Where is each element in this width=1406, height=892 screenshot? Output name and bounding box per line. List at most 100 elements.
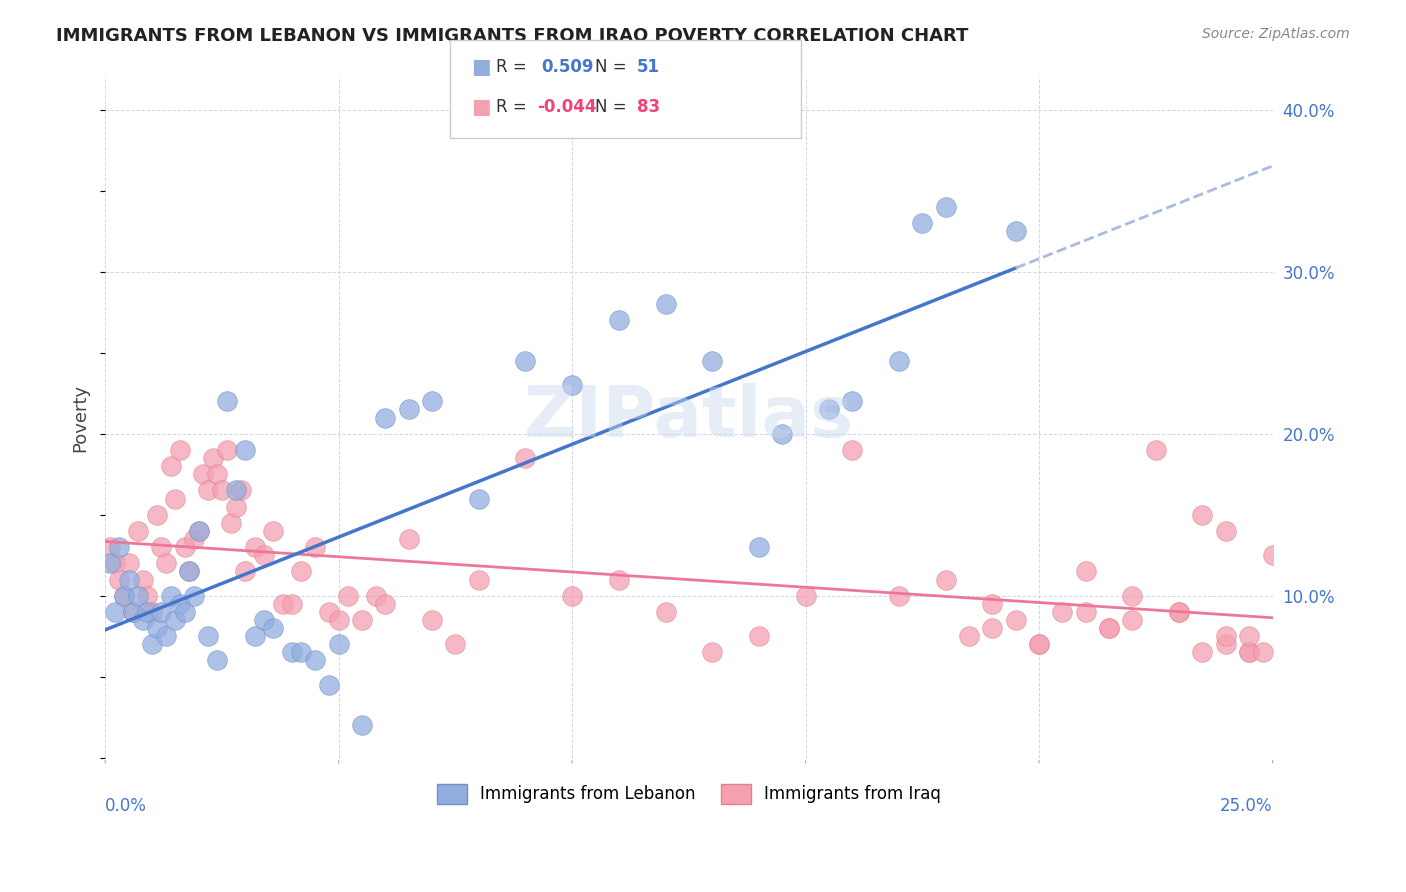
Point — [145, 508, 167, 522]
Point — [155, 629, 177, 643]
Text: IMMIGRANTS FROM LEBANON VS IMMIGRANTS FROM IRAQ POVERTY CORRELATION CHART: IMMIGRANTS FROM LEBANON VS IMMIGRANTS FR… — [56, 27, 969, 45]
Text: Source: ZipAtlas.com: Source: ZipAtlas.com — [1202, 27, 1350, 41]
Point — [1215, 637, 1237, 651]
Point — [607, 313, 630, 327]
Point — [318, 605, 340, 619]
Point — [141, 637, 163, 651]
Point — [1121, 613, 1143, 627]
Point — [702, 645, 724, 659]
Point — [187, 524, 209, 538]
Point — [1237, 645, 1260, 659]
Point — [225, 500, 247, 514]
Point — [108, 573, 131, 587]
Point — [1168, 605, 1191, 619]
Point — [1052, 605, 1074, 619]
Point — [122, 605, 145, 619]
Point — [794, 589, 817, 603]
Point — [243, 540, 266, 554]
Point — [1237, 645, 1260, 659]
Point — [136, 605, 159, 619]
Point — [337, 589, 360, 603]
Text: ■: ■ — [471, 57, 491, 77]
Point — [515, 354, 537, 368]
Point — [233, 442, 256, 457]
Point — [150, 540, 173, 554]
Text: ZIPatlas: ZIPatlas — [524, 383, 853, 452]
Point — [328, 637, 350, 651]
Point — [179, 565, 201, 579]
Point — [197, 629, 219, 643]
Point — [173, 605, 195, 619]
Point — [211, 483, 233, 498]
Point — [1144, 442, 1167, 457]
Point — [165, 613, 187, 627]
Point — [981, 597, 1004, 611]
Text: 0.509: 0.509 — [541, 58, 593, 76]
Point — [112, 589, 135, 603]
Point — [159, 459, 181, 474]
Point — [183, 532, 205, 546]
Text: R =: R = — [496, 98, 533, 116]
Point — [281, 645, 304, 659]
Point — [1121, 589, 1143, 603]
Point — [136, 589, 159, 603]
Point — [169, 597, 191, 611]
Point — [841, 394, 863, 409]
Point — [207, 467, 229, 482]
Point — [1074, 605, 1097, 619]
Point — [131, 613, 153, 627]
Point — [770, 426, 793, 441]
Y-axis label: Poverty: Poverty — [72, 384, 89, 451]
Point — [290, 645, 312, 659]
Text: -0.044: -0.044 — [537, 98, 596, 116]
Point — [398, 532, 420, 546]
Point — [887, 354, 910, 368]
Point — [607, 573, 630, 587]
Point — [215, 394, 238, 409]
Point — [304, 540, 326, 554]
Point — [748, 629, 770, 643]
Text: ■: ■ — [471, 97, 491, 117]
Point — [201, 451, 224, 466]
Point — [444, 637, 467, 651]
Point — [150, 605, 173, 619]
Point — [197, 483, 219, 498]
Point — [103, 605, 125, 619]
Point — [350, 718, 373, 732]
Text: 51: 51 — [637, 58, 659, 76]
Legend: Immigrants from Lebanon, Immigrants from Iraq: Immigrants from Lebanon, Immigrants from… — [430, 777, 948, 811]
Point — [98, 557, 121, 571]
Point — [187, 524, 209, 538]
Point — [420, 613, 443, 627]
Point — [159, 589, 181, 603]
Point — [328, 613, 350, 627]
Point — [702, 354, 724, 368]
Point — [1028, 637, 1050, 651]
Point — [271, 597, 294, 611]
Point — [887, 589, 910, 603]
Point — [748, 540, 770, 554]
Point — [1191, 645, 1213, 659]
Point — [981, 621, 1004, 635]
Point — [219, 516, 242, 530]
Text: 83: 83 — [637, 98, 659, 116]
Point — [215, 442, 238, 457]
Point — [127, 589, 149, 603]
Point — [1215, 629, 1237, 643]
Point — [304, 653, 326, 667]
Point — [561, 589, 583, 603]
Point — [262, 524, 284, 538]
Point — [122, 605, 145, 619]
Point — [117, 573, 139, 587]
Point — [225, 483, 247, 498]
Point — [374, 410, 396, 425]
Point — [108, 540, 131, 554]
Point — [957, 629, 980, 643]
Point — [318, 678, 340, 692]
Point — [561, 378, 583, 392]
Point — [654, 297, 676, 311]
Point — [243, 629, 266, 643]
Point — [1215, 524, 1237, 538]
Point — [253, 613, 276, 627]
Point — [145, 621, 167, 635]
